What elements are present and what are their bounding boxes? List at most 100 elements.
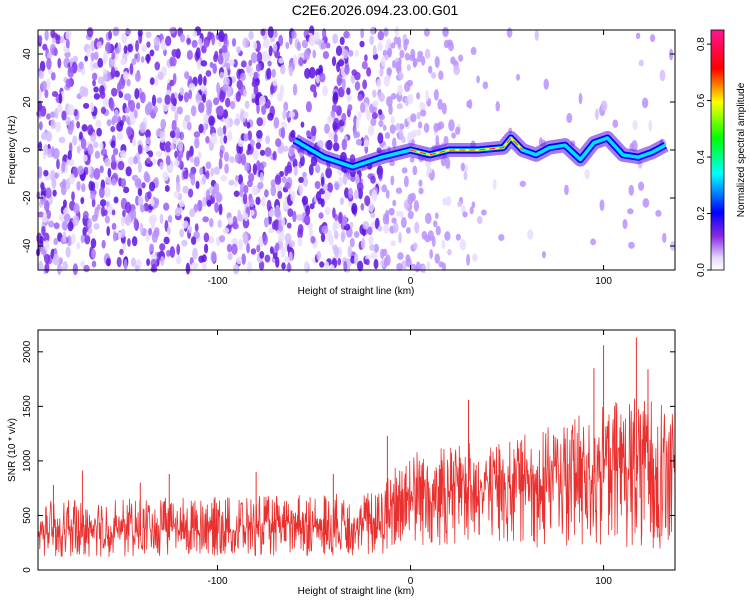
speckle-mark bbox=[284, 165, 289, 177]
speckle-mark bbox=[228, 179, 235, 186]
speckle-mark bbox=[372, 45, 377, 56]
speckle-mark bbox=[259, 149, 266, 156]
speckle-mark bbox=[43, 144, 49, 155]
snr-series bbox=[37, 337, 676, 557]
speckle-mark bbox=[219, 135, 224, 145]
speckle-mark bbox=[348, 49, 354, 57]
speckle-mark bbox=[159, 161, 164, 171]
speckle-mark bbox=[219, 91, 225, 103]
speckle-mark bbox=[176, 243, 181, 256]
speckle-mark bbox=[110, 87, 118, 97]
speckle-mark bbox=[145, 129, 151, 139]
speckle-mark bbox=[271, 221, 276, 230]
speckle-mark bbox=[104, 187, 111, 198]
speckle-mark bbox=[135, 39, 139, 52]
speckle-mark bbox=[149, 49, 155, 57]
speckle-mark bbox=[471, 201, 476, 209]
speckle-mark bbox=[359, 40, 365, 48]
speckle-mark bbox=[208, 102, 212, 115]
speckle-mark bbox=[61, 220, 69, 231]
speckle-mark bbox=[59, 213, 65, 222]
speckle-mark bbox=[390, 92, 397, 100]
speckle-mark bbox=[68, 66, 74, 73]
speckle-mark bbox=[203, 113, 210, 125]
speckle-mark bbox=[217, 219, 222, 229]
speckle-mark bbox=[354, 253, 359, 266]
speckle-mark bbox=[244, 162, 250, 172]
speckle-mark bbox=[219, 71, 224, 79]
speckle-mark bbox=[181, 239, 188, 247]
speckle-mark bbox=[246, 242, 250, 254]
speckle-mark bbox=[108, 30, 113, 40]
speckle-mark bbox=[324, 206, 331, 216]
speckle-mark bbox=[201, 262, 207, 270]
speckle-mark bbox=[127, 43, 133, 53]
speckle-mark bbox=[377, 225, 383, 232]
speckle-mark bbox=[188, 83, 196, 91]
speckle-mark bbox=[284, 232, 292, 244]
x-tick-label: 0 bbox=[408, 576, 414, 587]
speckle-mark bbox=[91, 248, 96, 259]
speckle-mark bbox=[212, 63, 217, 74]
speckle-mark bbox=[243, 184, 249, 194]
speckle-mark bbox=[223, 34, 228, 47]
speckle-mark bbox=[41, 216, 48, 223]
speckle-mark bbox=[229, 156, 235, 164]
speckle-mark bbox=[58, 93, 63, 104]
speckle-mark bbox=[418, 187, 424, 195]
speckle-mark bbox=[243, 111, 249, 118]
speckle-mark bbox=[385, 189, 390, 199]
speckle-mark bbox=[76, 180, 81, 191]
speckle-mark bbox=[566, 113, 573, 124]
speckle-mark bbox=[390, 116, 396, 125]
speckle-mark bbox=[132, 137, 137, 147]
speckle-mark bbox=[251, 185, 259, 196]
y-tick-label: 40 bbox=[22, 48, 33, 60]
speckle-mark bbox=[208, 115, 215, 126]
speckle-mark bbox=[638, 59, 644, 67]
speckle-mark bbox=[380, 248, 385, 260]
speckle-mark bbox=[341, 112, 347, 123]
speckle-mark bbox=[188, 89, 193, 100]
speckle-mark bbox=[450, 56, 456, 65]
speckle-mark bbox=[107, 167, 112, 178]
speckle-mark bbox=[383, 222, 390, 234]
speckle-mark bbox=[264, 254, 271, 263]
speckle-mark bbox=[383, 75, 391, 87]
speckle-mark bbox=[543, 78, 549, 90]
speckle-mark bbox=[389, 124, 396, 134]
speckle-mark bbox=[333, 117, 339, 126]
speckle-mark bbox=[90, 101, 95, 113]
speckle-mark bbox=[256, 244, 261, 253]
speckle-mark bbox=[288, 66, 294, 77]
speckle-mark bbox=[397, 36, 402, 48]
speckle-mark bbox=[262, 233, 268, 246]
speckle-mark bbox=[96, 127, 102, 137]
colorbar-tick-label: 0.0 bbox=[696, 263, 707, 277]
speckle-mark bbox=[44, 89, 49, 99]
speckle-mark bbox=[47, 68, 53, 75]
speckle-mark bbox=[236, 46, 241, 54]
speckle-mark bbox=[249, 139, 255, 147]
speckle-mark bbox=[305, 205, 311, 216]
speckle-mark bbox=[448, 119, 455, 132]
speckle-mark bbox=[174, 150, 178, 159]
speckle-mark bbox=[281, 127, 286, 139]
speckle-mark bbox=[273, 116, 280, 129]
speckle-mark bbox=[164, 185, 170, 192]
speckle-mark bbox=[338, 86, 345, 98]
speckle-mark bbox=[326, 139, 333, 151]
speckle-mark bbox=[215, 192, 223, 203]
speckle-mark bbox=[149, 243, 155, 252]
speckle-mark bbox=[169, 246, 176, 258]
speckle-mark bbox=[118, 77, 126, 90]
speckle-mark bbox=[87, 164, 92, 175]
speckle-mark bbox=[495, 101, 500, 112]
speckle-mark bbox=[218, 235, 226, 243]
speckle-mark bbox=[173, 190, 180, 198]
speckle-mark bbox=[203, 243, 209, 254]
speckle-mark bbox=[637, 181, 645, 191]
speckle-mark bbox=[211, 33, 215, 46]
speckle-mark bbox=[332, 207, 336, 219]
speckle-mark bbox=[365, 258, 370, 266]
